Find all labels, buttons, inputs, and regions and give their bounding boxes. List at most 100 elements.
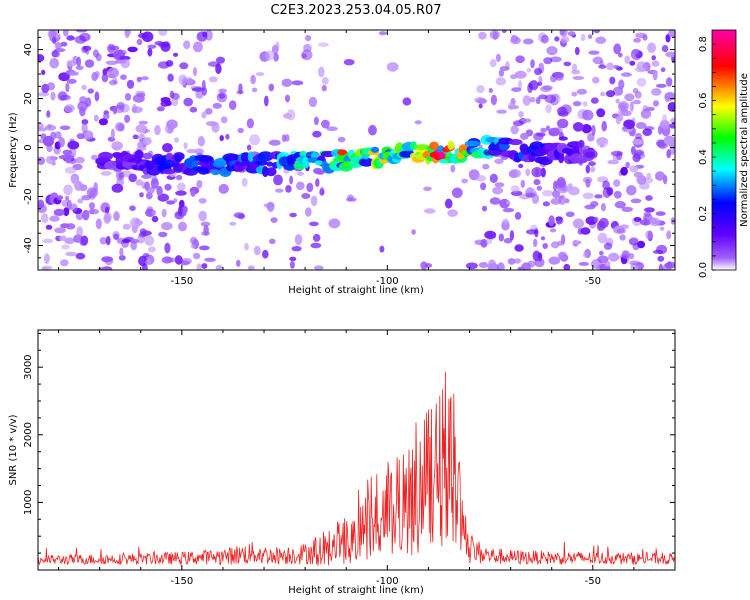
- snr-frame: [37, 329, 676, 571]
- heatmap-speckle: [486, 237, 493, 245]
- heatmap-speckle: [263, 203, 275, 208]
- heatmap-speckle: [54, 42, 63, 50]
- heatmap-speckle: [112, 106, 118, 115]
- heatmap-speckle: [68, 71, 79, 76]
- heatmap-speckle: [571, 91, 578, 97]
- heatmap-speckle: [167, 73, 174, 82]
- heatmap-speckle: [151, 209, 156, 216]
- heatmap-speckle: [49, 215, 60, 222]
- heatmap-speckle: [216, 91, 228, 103]
- heatmap-speckle: [624, 93, 635, 102]
- heatmap-speckle: [480, 182, 487, 191]
- heatmap-speckle: [66, 35, 75, 41]
- heatmap-speckle: [201, 263, 208, 269]
- heatmap-speckle: [515, 55, 525, 64]
- heatmap-speckle: [264, 50, 275, 61]
- heatmap-speckle: [54, 131, 62, 139]
- heatmap-speckle: [525, 229, 538, 235]
- heatmap-speckle: [542, 201, 551, 207]
- heatmap-speckle: [103, 110, 109, 115]
- heatmap-speckle: [275, 41, 280, 52]
- heatmap-speckle: [101, 256, 113, 263]
- heatmap-speckle: [497, 262, 505, 270]
- heatmap-speckle: [318, 66, 325, 78]
- heatmap-speckle: [514, 70, 527, 79]
- heatmap-speckle: [285, 185, 292, 193]
- heatmap-speckle: [49, 30, 57, 38]
- heatmap-speckle: [535, 97, 541, 105]
- heatmap-speckle: [548, 256, 561, 265]
- heatmap-band-blob: [257, 151, 274, 162]
- heatmap-speckle: [326, 126, 338, 131]
- heatmap-speckle: [557, 118, 569, 129]
- heatmap-speckle: [156, 185, 163, 197]
- heatmap-speckle: [565, 211, 575, 218]
- heatmap-speckle: [173, 52, 179, 57]
- heatmap-speckle: [536, 132, 546, 137]
- heatmap-band-blob: [247, 151, 254, 162]
- heatmap-speckle: [498, 69, 505, 77]
- heatmap-speckle: [249, 134, 260, 146]
- heatmap-speckle: [512, 120, 524, 127]
- heatmap-speckle: [594, 194, 603, 199]
- heatmap-speckle: [503, 238, 513, 244]
- heatmap-speckle: [132, 134, 139, 140]
- colorbar-label: Normalized spectral amplitude: [739, 73, 750, 227]
- heatmap-speckle: [402, 97, 412, 106]
- heatmap-speckle: [237, 213, 245, 220]
- heatmap-speckle: [651, 88, 662, 96]
- heatmap-speckle: [582, 101, 588, 107]
- heatmap-speckle: [194, 148, 204, 155]
- heatmap-speckle: [582, 109, 594, 121]
- heatmap-speckle: [616, 151, 623, 161]
- heatmap-speckle: [71, 174, 78, 185]
- heatmap-band-blob: [199, 156, 213, 163]
- heatmap-speckle: [216, 56, 225, 64]
- heatmap-speckle: [558, 136, 568, 141]
- heatmap-speckle: [663, 135, 675, 146]
- heatmap-speckle: [522, 95, 531, 106]
- heatmap-speckle: [147, 246, 156, 253]
- heatmap-speckle: [567, 31, 576, 37]
- heatmap-band-blob: [255, 160, 268, 166]
- heatmap-speckle: [218, 183, 229, 194]
- heatmap-speckle: [423, 186, 432, 192]
- x-tick-label: -150: [170, 276, 193, 287]
- heatmap-speckle: [592, 76, 600, 84]
- heatmap-speckle: [158, 231, 168, 238]
- heatmap-speckle: [538, 75, 543, 85]
- heatmap-speckle: [620, 166, 628, 176]
- heatmap-speckle: [141, 76, 149, 81]
- heatmap-speckle: [517, 266, 525, 270]
- heatmap-speckle: [478, 262, 489, 268]
- heatmap-speckle: [657, 255, 665, 262]
- heatmap-speckle: [560, 35, 570, 44]
- heatmap-speckle: [64, 166, 77, 174]
- heatmap-speckle: [557, 106, 568, 116]
- heatmap-band-blob: [414, 144, 431, 151]
- heatmap-speckle: [613, 179, 621, 187]
- heatmap-speckle: [576, 88, 587, 95]
- heatmap-speckle: [584, 204, 596, 210]
- heatmap-speckle: [347, 194, 354, 201]
- heatmap-speckle: [558, 195, 564, 200]
- heatmap-speckle: [74, 35, 87, 44]
- heatmap-panel: -150 -100 -50 -40 -20 0 20 40 Height of straig…: [8, 29, 676, 296]
- heatmap-speckle: [621, 126, 628, 131]
- heatmap-speckle: [474, 97, 486, 104]
- heatmap-speckle: [596, 108, 606, 118]
- heatmap-band-blob: [142, 152, 153, 160]
- heatmap-band-blob: [98, 151, 113, 161]
- heatmap-speckle: [626, 185, 637, 196]
- heatmap-speckle: [63, 184, 73, 196]
- heatmap-speckle: [651, 55, 656, 61]
- colorbar-gradient: [712, 30, 736, 270]
- heatmap-speckle: [461, 178, 468, 184]
- heatmap-speckle: [655, 211, 666, 216]
- heatmap-band-blob: [134, 149, 144, 160]
- heatmap-speckle: [164, 183, 172, 191]
- heatmap-speckle: [247, 265, 255, 270]
- y-tick-label: 2000: [23, 422, 34, 447]
- heatmap-speckle: [305, 34, 312, 42]
- heatmap-speckle: [244, 242, 249, 251]
